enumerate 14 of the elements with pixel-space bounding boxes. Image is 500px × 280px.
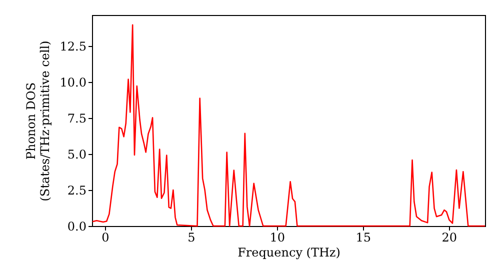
x-tick-label: 15 [356, 230, 372, 244]
x-axis-title: Frequency (THz) [238, 246, 340, 260]
x-tick-label: 5 [188, 230, 196, 244]
y-axis-title: Phonon DOS (States/THz·primitive cell) [24, 40, 52, 202]
y-tick-label: 10.0 [60, 75, 86, 90]
x-tick-label: 0 [102, 230, 110, 244]
y-tick-label: 12.5 [60, 39, 86, 54]
line-series [92, 24, 486, 227]
x-tick-label: 10 [270, 230, 286, 244]
y-tick-label: 0.0 [67, 220, 86, 234]
y-tick-label: 7.5 [67, 111, 86, 126]
y-tick-label: 5.0 [67, 147, 86, 162]
x-tick-label: 20 [442, 230, 458, 244]
y-tick-label: 2.5 [67, 183, 86, 198]
